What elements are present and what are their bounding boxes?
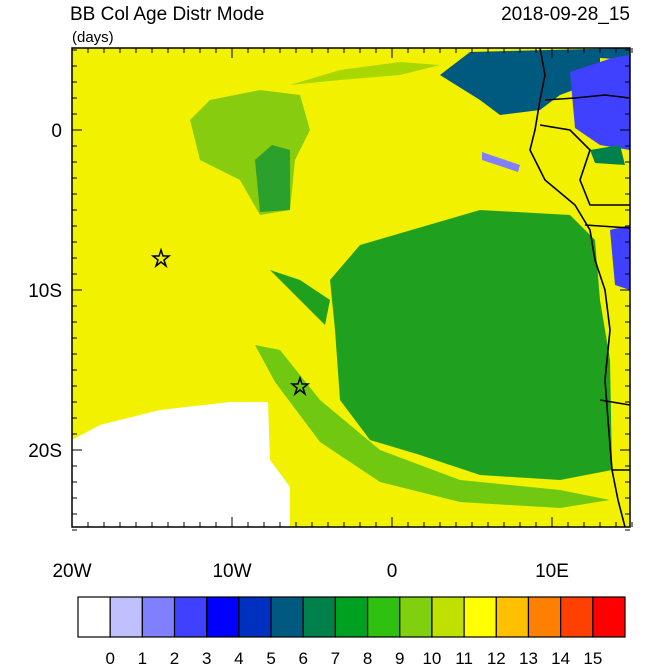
- colorbar-box: [527, 596, 562, 638]
- colorbar-box: [173, 596, 208, 638]
- date-label: 2018-09-28_15: [501, 4, 630, 25]
- colorbar-box: [592, 596, 626, 638]
- colorbar-box: [109, 596, 143, 638]
- colorbar-box: [366, 596, 401, 638]
- colorbar-label: 8: [363, 649, 372, 667]
- map-title: BB Col Age Distr Mode: [70, 4, 264, 25]
- colorbar-label: 15: [583, 649, 602, 667]
- x-tick-label: 0: [387, 561, 398, 582]
- field-blue: [570, 55, 630, 150]
- colorbar-label: 7: [331, 649, 340, 667]
- colorbar-box: [495, 596, 530, 638]
- colorbar-label: 3: [202, 649, 211, 667]
- field-teal: [590, 145, 625, 165]
- x-tick-label: 10E: [535, 561, 569, 582]
- colorbar-label: 2: [170, 649, 179, 667]
- field-core-arm: [270, 270, 330, 325]
- colorbar-box: [77, 596, 111, 638]
- colorbar-label: 11: [455, 649, 473, 667]
- colorbar-box: [238, 596, 272, 638]
- x-tick-label: 20W: [52, 561, 91, 582]
- colorbar-box: [560, 596, 594, 638]
- colorbar-label: 5: [266, 649, 275, 667]
- colorbar-box: [463, 596, 497, 638]
- colorbar-label: 1: [138, 649, 147, 667]
- colorbar-box: [334, 596, 369, 638]
- field-old: [440, 48, 630, 115]
- colorbar-box: [431, 596, 465, 638]
- colorbar-label: 9: [395, 649, 404, 667]
- colorbar-box: [302, 596, 337, 638]
- colorbar-label: 14: [551, 649, 570, 667]
- field-plume: [255, 345, 610, 508]
- colorbar-label: 4: [234, 649, 243, 667]
- field-zero: [72, 402, 290, 527]
- y-tick-label: 20S: [28, 441, 62, 462]
- colorbar-box: [206, 596, 240, 638]
- map-field: [72, 48, 630, 527]
- y-tick-label: 10S: [28, 281, 62, 302]
- field-core: [330, 210, 612, 480]
- site-marker: [150, 247, 311, 397]
- x-tick-label: 10W: [212, 561, 251, 582]
- colorbar-label: 0: [105, 649, 114, 667]
- field-streak: [290, 62, 440, 85]
- y-tick-label: 0: [51, 121, 62, 142]
- colorbar-label: 6: [299, 649, 308, 667]
- colorbar-box: [141, 596, 176, 638]
- field-patch: [482, 152, 520, 172]
- units-label: (days): [72, 29, 114, 46]
- colorbar-box: [399, 596, 433, 638]
- map-frame: [71, 47, 631, 528]
- colorbar-label: 12: [487, 649, 506, 667]
- colorbar-box: [270, 596, 304, 638]
- colorbar-label: 13: [519, 649, 538, 667]
- colorbar-label: 10: [422, 649, 441, 667]
- field-blob-inner: [255, 145, 290, 212]
- coastline: [529, 48, 630, 527]
